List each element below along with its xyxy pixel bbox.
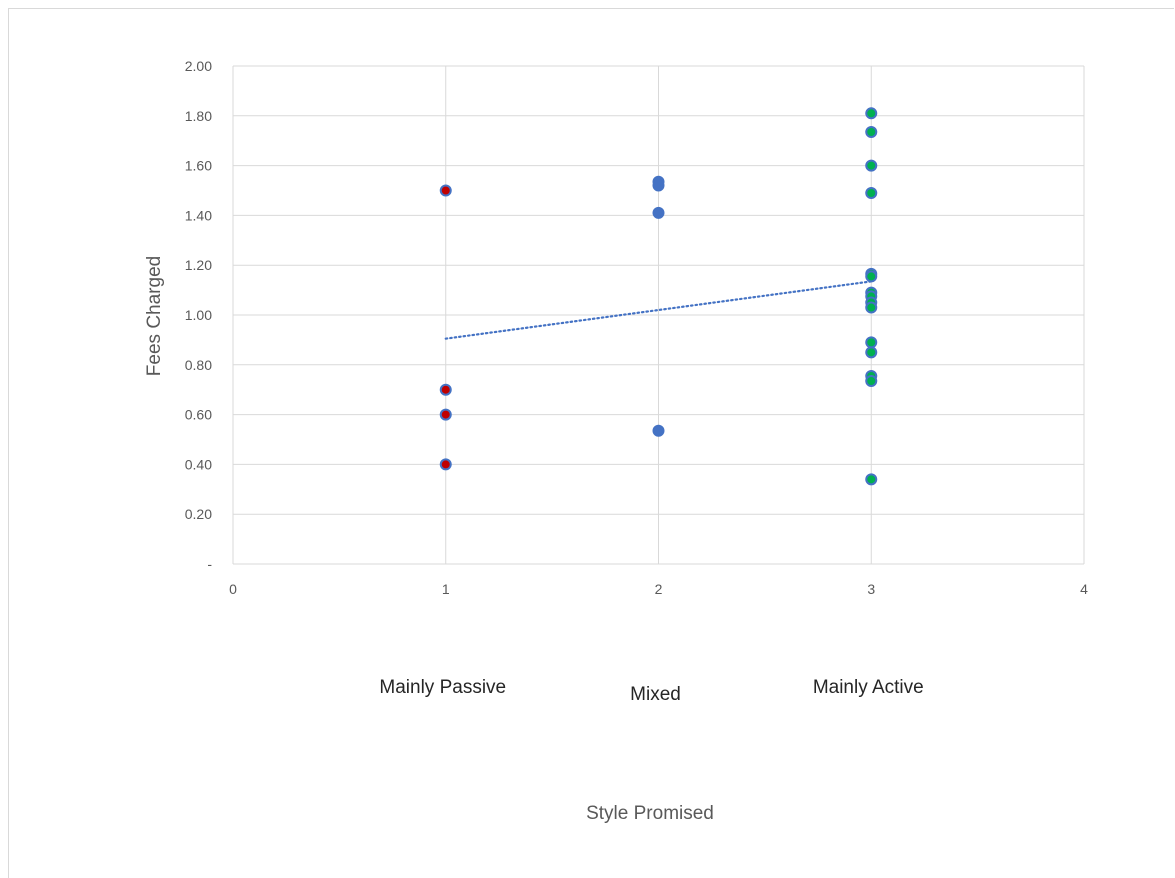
- category-label-1: Mixed: [630, 684, 681, 705]
- y-tick-label-0: -: [207, 556, 212, 572]
- data-point-s0-0: [439, 184, 452, 197]
- data-point-s2-5: [865, 270, 878, 283]
- x-tick-label-4: 4: [1080, 581, 1088, 597]
- y-tick-label-7: 1.40: [185, 207, 212, 223]
- y-tick-label-6: 1.20: [185, 257, 212, 273]
- y-tick-label-2: 0.40: [185, 456, 212, 472]
- y-axis-ticks: - 0.20 0.40 0.60 0.80 1.00 1.20 1.40 1.60 1.80 2.0…: [185, 58, 213, 572]
- x-tick-label-3: 3: [867, 581, 875, 597]
- data-point-s2-2: [865, 159, 878, 172]
- y-tick-label-4: 0.80: [185, 357, 212, 373]
- gridlines: [232, 65, 1085, 565]
- data-point-s2-10: [865, 336, 878, 349]
- data-point-s2-1: [865, 125, 878, 138]
- y-tick-label-8: 1.60: [185, 158, 212, 174]
- category-labels: Mainly Passive Mixed Mainly Active: [379, 677, 923, 705]
- data-point-s2-9: [865, 301, 878, 314]
- data-point-s2-11: [865, 346, 878, 359]
- data-point-s2-14: [865, 473, 878, 486]
- data-point-s1-2: [652, 206, 665, 219]
- data-point-s2-3: [865, 186, 878, 199]
- chart-frame: [8, 8, 1174, 878]
- y-tick-label-3: 0.60: [185, 407, 212, 423]
- y-tick-label-9: 1.80: [185, 108, 212, 124]
- data-point-s2-0: [865, 107, 878, 120]
- x-axis-title: Style Promised: [586, 803, 714, 824]
- trendline: [444, 280, 873, 340]
- y-tick-label-10: 2.00: [185, 58, 212, 74]
- x-tick-label-0: 0: [229, 581, 237, 597]
- trendline-group: [444, 280, 873, 340]
- y-tick-label-1: 0.20: [185, 506, 212, 522]
- data-point-s1-1: [652, 179, 665, 192]
- y-axis-title: Fees Charged: [144, 256, 165, 376]
- category-label-2: Mainly Active: [813, 677, 924, 698]
- data-point-s1-3: [652, 424, 665, 437]
- x-tick-label-1: 1: [442, 581, 450, 597]
- data-points: [439, 107, 878, 486]
- x-axis-ticks: 0 1 2 3 4: [229, 581, 1088, 597]
- y-tick-label-5: 1.00: [185, 307, 212, 323]
- data-point-s0-3: [439, 458, 452, 471]
- x-tick-label-2: 2: [655, 581, 663, 597]
- category-label-0: Mainly Passive: [379, 677, 506, 698]
- data-point-s0-2: [439, 408, 452, 421]
- data-point-s2-13: [865, 374, 878, 387]
- data-point-s0-1: [439, 383, 452, 396]
